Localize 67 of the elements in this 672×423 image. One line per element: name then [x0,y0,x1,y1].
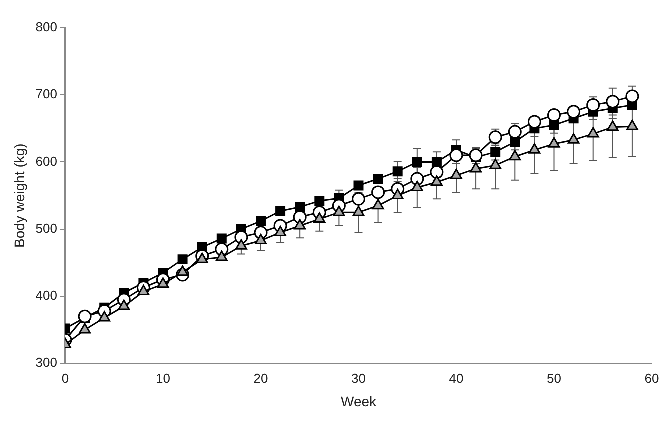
x-tick-label: 40 [449,370,464,386]
x-tick-label: 10 [156,370,170,386]
point [98,311,111,322]
point [354,180,364,191]
point [392,166,403,177]
point [294,219,306,230]
point [295,202,306,212]
point [138,285,150,296]
y-tick-label: 400 [36,288,58,304]
point [510,137,520,148]
point [606,120,619,132]
point [567,105,581,119]
point [79,323,91,334]
y-tick-label: 500 [36,220,58,236]
point [78,310,92,324]
x-tick-label: 30 [352,370,366,386]
x-axis-title: Week [340,393,378,410]
point [509,150,522,161]
point [528,143,541,154]
point [392,189,404,200]
point [490,147,501,158]
point [373,174,384,184]
point [411,180,424,192]
point [372,199,384,210]
point [176,266,189,276]
point [626,120,638,130]
y-tick-label: 800 [36,20,58,35]
x-tick-label: 60 [644,370,660,386]
point [274,226,286,236]
point [352,206,365,216]
point [178,254,188,265]
point [216,234,227,244]
point [256,216,266,226]
point [626,90,640,104]
point [314,212,326,224]
point [196,252,208,264]
point [508,125,522,139]
y-tick-label: 300 [36,355,58,370]
point [488,130,502,144]
point [372,186,386,200]
point [528,115,542,129]
y-tick-label: 600 [36,154,58,169]
point [490,158,502,170]
point [276,206,286,216]
point [548,108,561,122]
point [333,206,346,216]
x-tick-label: 50 [547,370,562,386]
point [412,157,422,168]
x-tick-label: 0 [62,370,70,386]
point [548,137,560,148]
point [587,127,600,138]
point [450,168,462,180]
y-axis-title: Body weight (kg) [11,144,28,248]
point [314,196,325,206]
point [432,157,442,168]
point [235,239,248,250]
point [216,250,228,262]
point [606,95,620,109]
point [157,278,170,288]
point [118,300,130,310]
point [568,133,580,144]
point [255,234,267,245]
y-tick-label: 700 [36,86,58,102]
point [431,176,443,186]
point [586,98,600,112]
point [352,192,366,206]
x-tick-label: 20 [254,370,268,386]
